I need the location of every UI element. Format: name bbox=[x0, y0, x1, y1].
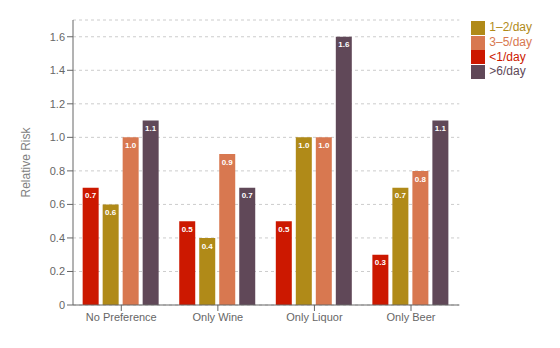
svg-text:0.4: 0.4 bbox=[202, 242, 214, 251]
html-text:<1/day: <1/day bbox=[489, 49, 526, 64]
svg-text:Relative Risk: Relative Risk bbox=[19, 126, 33, 197]
svg-text:1.1: 1.1 bbox=[435, 124, 447, 133]
svg-text:Only Beer: Only Beer bbox=[387, 311, 436, 323]
svg-text:0.2: 0.2 bbox=[50, 265, 65, 277]
svg-text:No Preference: No Preference bbox=[86, 311, 157, 323]
svg-text:Only Wine: Only Wine bbox=[192, 311, 243, 323]
svg-text:0.7: 0.7 bbox=[242, 191, 254, 200]
html-text:>6/day: >6/day bbox=[489, 64, 526, 79]
svg-text:0.8: 0.8 bbox=[50, 165, 65, 177]
svg-text:1.0: 1.0 bbox=[298, 141, 310, 150]
svg-text:1.4: 1.4 bbox=[50, 64, 65, 76]
svg-text:0.3: 0.3 bbox=[375, 258, 387, 267]
svg-text:0.6: 0.6 bbox=[105, 208, 117, 217]
svg-text:0.7: 0.7 bbox=[395, 191, 407, 200]
svg-text:0.7: 0.7 bbox=[85, 191, 97, 200]
svg-text:0.5: 0.5 bbox=[278, 225, 290, 234]
svg-text:1.6: 1.6 bbox=[50, 31, 65, 43]
svg-text:0.9: 0.9 bbox=[222, 158, 234, 167]
svg-text:0.8: 0.8 bbox=[415, 175, 427, 184]
svg-text:0.5: 0.5 bbox=[182, 225, 194, 234]
svg-text:1.2: 1.2 bbox=[50, 98, 65, 110]
svg-text:1.1: 1.1 bbox=[145, 124, 157, 133]
svg-text:1.0: 1.0 bbox=[125, 141, 137, 150]
svg-text:0.6: 0.6 bbox=[50, 198, 65, 210]
html-text:1–2/day: 1–2/day bbox=[489, 20, 532, 34]
svg-text:Only Liquor: Only Liquor bbox=[286, 311, 343, 323]
svg-text:0: 0 bbox=[59, 299, 65, 311]
svg-text:1.6: 1.6 bbox=[338, 40, 350, 49]
svg-text:1.0: 1.0 bbox=[50, 131, 65, 143]
html-text:3–5/day: 3–5/day bbox=[489, 34, 532, 49]
svg-text:0.4: 0.4 bbox=[50, 232, 65, 244]
svg-text:1.0: 1.0 bbox=[318, 141, 330, 150]
